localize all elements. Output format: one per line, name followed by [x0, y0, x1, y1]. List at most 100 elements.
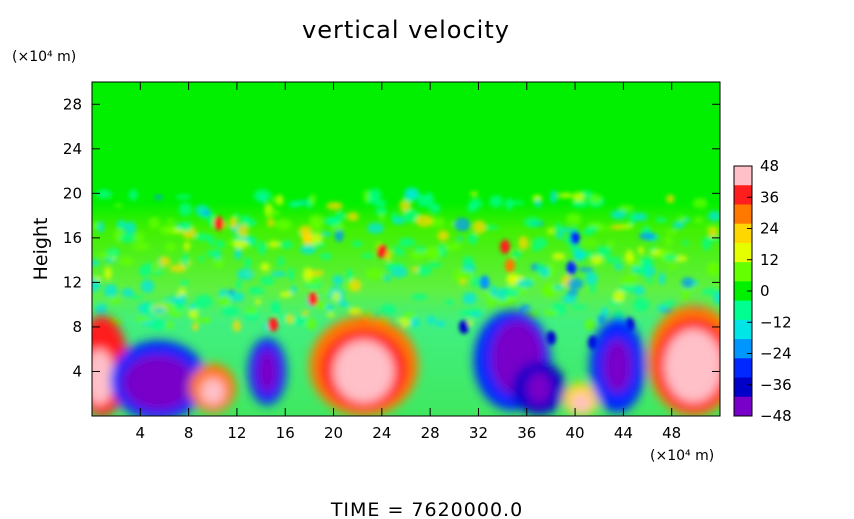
texture-cell: [581, 240, 599, 246]
colorbar-segment: [734, 242, 752, 263]
texture-cell: [664, 236, 673, 246]
texture-cell: [218, 295, 231, 307]
texture-cell: [268, 240, 280, 248]
plot-area: [91, 81, 721, 417]
texture-cell: [160, 301, 173, 307]
texture-cell: [130, 295, 143, 300]
texture-cell: [165, 242, 176, 253]
texture-cell: [132, 242, 150, 251]
velocity-cell: [664, 329, 720, 403]
texture-cell: [235, 280, 243, 290]
texture-cell: [270, 271, 287, 277]
texture-cell: [305, 317, 317, 331]
texture-cell: [270, 300, 281, 312]
texture-cell: [629, 273, 636, 280]
texture-cell: [188, 309, 199, 319]
y-axis-ticks: 4 8 12 16 20 24 28: [63, 95, 720, 380]
colorbar-tick-label: 36: [760, 188, 779, 206]
texture-cell: [640, 256, 653, 265]
y-axis-unit: (×10⁴ m): [12, 49, 76, 65]
texture-cell: [152, 270, 164, 275]
texture-cell: [232, 320, 242, 332]
texture-cell: [119, 233, 136, 243]
texture-cell: [140, 279, 155, 293]
texture-cell: [604, 256, 622, 264]
small-cell: [301, 230, 312, 245]
texture-cell: [713, 291, 720, 304]
texture-cell: [486, 295, 496, 309]
texture-cell: [378, 213, 386, 221]
texture-cell: [103, 283, 118, 298]
texture-cell: [104, 266, 112, 280]
small-cell: [268, 317, 279, 332]
texture-cell: [666, 264, 679, 270]
velocity-cell: [92, 349, 114, 405]
texture-cell: [275, 218, 292, 230]
texture-cell: [666, 194, 675, 204]
texture-cell: [512, 250, 522, 259]
texture-cell: [240, 215, 251, 224]
texture-cell: [236, 268, 255, 281]
texture-cell: [484, 225, 500, 230]
texture-cell: [308, 214, 324, 226]
texture-cell: [706, 265, 715, 277]
texture-cell: [590, 255, 603, 265]
texture-cell: [118, 221, 125, 229]
texture-cell: [595, 246, 612, 258]
texture-cell: [244, 306, 258, 315]
y-tick-label: 28: [63, 95, 82, 113]
x-tick-label: 12: [227, 424, 246, 442]
texture-cell: [558, 192, 574, 198]
texture-cell: [92, 277, 102, 292]
texture-cell: [571, 304, 587, 310]
texture-cell: [253, 189, 272, 202]
texture-cell: [677, 216, 687, 222]
texture-cell: [153, 262, 161, 271]
texture-cell: [165, 218, 176, 224]
texture-cell: [135, 232, 145, 242]
texture-cell: [560, 227, 575, 234]
texture-cell: [207, 234, 215, 246]
texture-cell: [552, 252, 566, 261]
texture-cell: [562, 294, 577, 304]
x-tick-label: 24: [372, 424, 391, 442]
texture-cell: [638, 232, 656, 240]
texture-cell: [411, 293, 428, 301]
texture-cell: [159, 225, 177, 235]
texture-cell: [289, 316, 308, 326]
texture-cell: [365, 267, 384, 280]
texture-cell: [180, 253, 190, 268]
x-axis-unit: (×10⁴ m): [650, 448, 714, 464]
texture-cell: [518, 236, 529, 250]
texture-cell: [247, 286, 265, 295]
colorbar-segment: [734, 204, 752, 225]
velocity-field: [92, 187, 720, 416]
texture-cell: [390, 266, 408, 278]
texture-cell: [323, 289, 332, 295]
texture-cell: [234, 247, 242, 260]
texture-cell: [149, 319, 166, 331]
small-cell: [504, 258, 515, 273]
texture-cell: [707, 211, 720, 222]
y-tick-label: 20: [63, 184, 82, 202]
texture-cell: [571, 200, 588, 208]
texture-cell: [363, 189, 370, 204]
texture-cell: [334, 228, 344, 243]
texture-cell: [366, 222, 385, 234]
texture-cell: [543, 309, 559, 316]
texture-cell: [114, 203, 123, 208]
colorbar-segment: [734, 300, 752, 321]
velocity-cell: [333, 340, 394, 403]
texture-cell: [462, 292, 477, 305]
texture-cell: [179, 280, 190, 286]
small-cell: [479, 275, 490, 290]
texture-cell: [178, 202, 192, 217]
texture-cell: [489, 284, 497, 298]
chart-title: vertical velocity: [302, 16, 510, 44]
texture-cell: [119, 256, 135, 266]
texture-cell: [367, 188, 382, 201]
texture-cell: [380, 304, 397, 316]
colorbar-tick-label: −12: [760, 313, 792, 331]
velocity-cell: [602, 339, 632, 393]
